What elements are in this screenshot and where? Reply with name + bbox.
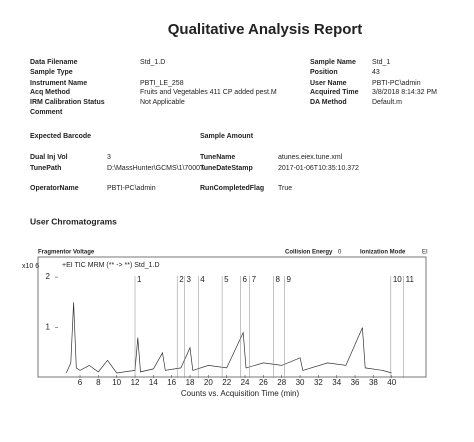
x-tick-label: 16 — [167, 378, 176, 387]
x-tick-label: 10 — [112, 378, 121, 387]
field-label: DA Method — [310, 99, 347, 106]
peak-label: 2 — [179, 275, 184, 284]
peak-label: 1 — [137, 275, 142, 284]
x-tick-label: 38 — [369, 378, 378, 387]
field-value: 0 — [338, 250, 342, 256]
x-tick-label: 20 — [204, 378, 213, 387]
peak-label: 6 — [242, 275, 247, 284]
field-value: Std_1 — [372, 59, 390, 66]
trace-label: +EI TIC MRM (** -> **) Std_1.D — [62, 262, 160, 269]
y-tick-label: 1 — [46, 323, 51, 332]
peak-label: 7 — [252, 275, 257, 284]
peak-label: 9 — [286, 275, 291, 284]
field-label: TuneName — [200, 154, 235, 161]
field-value: PBTI-PC\admin — [107, 185, 156, 192]
x-axis-label: Counts vs. Acquisition Time (min) — [181, 389, 300, 398]
field-value: PBTI-PC\admin — [372, 80, 421, 87]
field-label: User Name — [310, 80, 347, 87]
field-label: Sample Type — [30, 69, 73, 76]
x-tick-label: 40 — [387, 378, 396, 387]
field-label: RunCompletedFlag — [200, 185, 264, 192]
peak-label: 3 — [187, 275, 192, 284]
field-label: Expected Barcode — [30, 133, 91, 140]
chromatogram-trace — [65, 302, 392, 374]
x-tick-label: 22 — [222, 378, 231, 387]
report-title: Qualitative Analysis Report — [168, 21, 363, 38]
field-value: Std_1.D — [140, 59, 165, 66]
y-multiplier: x10 6 — [22, 263, 39, 270]
field-value: Fruits and Vegetables 411 CP added pest.… — [140, 89, 277, 96]
field-label: Fragmentor Voltage — [38, 250, 95, 256]
x-tick-label: 24 — [241, 378, 250, 387]
field-label: Sample Name — [310, 59, 356, 66]
peak-label: 11 — [406, 275, 415, 284]
field-value: 2017-01-06T10:35:10.372 — [278, 165, 359, 172]
field-value: PBTI_LE_258 — [140, 80, 184, 87]
field-label: Comment — [30, 109, 63, 116]
section-title: User Chromatograms — [30, 216, 117, 226]
field-label: TuneDateStamp — [200, 165, 253, 172]
peak-label: 4 — [200, 275, 205, 284]
field-value: atunes.eiex.tune.xml — [278, 154, 343, 161]
x-tick-label: 32 — [314, 378, 323, 387]
field-value: 3 — [107, 154, 111, 161]
x-tick-label: 12 — [131, 378, 140, 387]
peak-label: 5 — [224, 275, 229, 284]
field-label: Ionization Mode — [360, 250, 406, 256]
field-value: True — [278, 185, 292, 192]
field-value: 3/8/2018 8:14:32 PM — [372, 89, 437, 96]
x-tick-label: 26 — [259, 378, 268, 387]
field-label: Acq Method — [30, 89, 70, 96]
field-label: Instrument Name — [30, 80, 87, 87]
field-label: Acquired Time — [310, 89, 359, 96]
field-value: D:\MassHunter\GCMS\1\7000 \ — [107, 165, 204, 172]
field-value: EI — [422, 250, 428, 256]
field-label: Position — [310, 69, 338, 76]
field-label: Dual Inj Vol — [30, 154, 68, 161]
x-tick-label: 34 — [332, 378, 341, 387]
field-label: Sample Amount — [200, 133, 254, 140]
x-tick-label: 6 — [78, 378, 83, 387]
x-tick-label: 14 — [149, 378, 158, 387]
field-label: IRM Calibration Status — [30, 99, 105, 106]
y-tick-label: 2 — [46, 272, 51, 281]
chart-frame — [37, 256, 427, 378]
field-label: Data Filename — [30, 59, 78, 66]
field-value: Default.m — [372, 99, 402, 106]
x-tick-label: 36 — [351, 378, 360, 387]
field-label: Collision Energy — [285, 250, 333, 256]
x-tick-label: 30 — [296, 378, 305, 387]
field-value: Not Applicable — [140, 99, 185, 106]
field-value: 43 — [372, 69, 380, 76]
x-tick-label: 28 — [277, 378, 286, 387]
field-label: TunePath — [30, 165, 61, 172]
peak-label: 10 — [393, 275, 402, 284]
x-tick-label: 18 — [186, 378, 195, 387]
field-label: OperatorName — [30, 185, 79, 192]
peak-label: 8 — [275, 275, 280, 284]
x-tick-label: 8 — [96, 378, 101, 387]
